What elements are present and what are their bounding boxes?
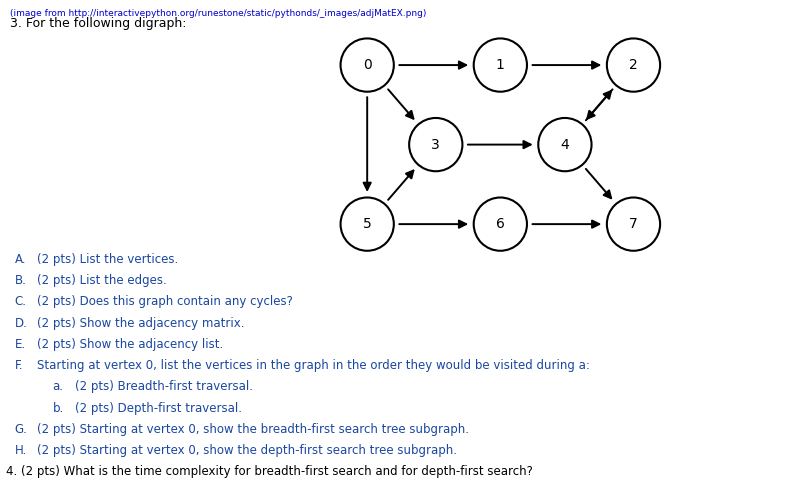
Text: D.: D. (15, 317, 27, 330)
Text: (2 pts) Show the adjacency list.: (2 pts) Show the adjacency list. (37, 338, 224, 351)
Ellipse shape (474, 198, 527, 251)
Ellipse shape (474, 39, 527, 92)
Text: E.: E. (15, 338, 26, 351)
Text: (2 pts) List the edges.: (2 pts) List the edges. (37, 274, 167, 287)
Text: (2 pts) List the vertices.: (2 pts) List the vertices. (37, 253, 178, 266)
Text: G.: G. (15, 423, 27, 436)
Text: b.: b. (52, 402, 64, 415)
Text: (2 pts) Depth-first traversal.: (2 pts) Depth-first traversal. (75, 402, 242, 415)
Text: (2 pts) Show the adjacency matrix.: (2 pts) Show the adjacency matrix. (37, 317, 245, 330)
Ellipse shape (538, 118, 592, 171)
Text: (2 pts) Does this graph contain any cycles?: (2 pts) Does this graph contain any cycl… (37, 295, 293, 308)
Ellipse shape (341, 39, 394, 92)
Text: 0: 0 (363, 58, 371, 72)
Text: B.: B. (15, 274, 27, 287)
Text: 5: 5 (363, 217, 371, 231)
Text: 1: 1 (496, 58, 504, 72)
Ellipse shape (341, 198, 394, 251)
Text: 3: 3 (432, 137, 440, 152)
Text: (2 pts) Starting at vertex 0, show the breadth-first search tree subgraph.: (2 pts) Starting at vertex 0, show the b… (37, 423, 469, 436)
Text: 4: 4 (561, 137, 569, 152)
Text: 7: 7 (629, 217, 638, 231)
Text: 4. (2 pts) What is the time complexity for breadth-first search and for depth-fi: 4. (2 pts) What is the time complexity f… (6, 465, 533, 478)
Text: (2 pts) Starting at vertex 0, show the depth-first search tree subgraph.: (2 pts) Starting at vertex 0, show the d… (37, 444, 457, 457)
Text: 3. For the following digraph:: 3. For the following digraph: (10, 17, 186, 30)
Ellipse shape (607, 198, 660, 251)
Text: 6: 6 (496, 217, 504, 231)
Text: a.: a. (52, 380, 64, 393)
Text: Starting at vertex 0, list the vertices in the graph in the order they would be : Starting at vertex 0, list the vertices … (37, 359, 590, 372)
Text: (image from http://interactivepython.org/runestone/static/pythonds/_images/adjMa: (image from http://interactivepython.org… (10, 9, 426, 18)
Ellipse shape (607, 39, 660, 92)
Text: (2 pts) Breadth-first traversal.: (2 pts) Breadth-first traversal. (75, 380, 253, 393)
Ellipse shape (409, 118, 462, 171)
Text: 2: 2 (629, 58, 638, 72)
Text: C.: C. (15, 295, 27, 308)
Text: A.: A. (15, 253, 26, 266)
Text: H.: H. (15, 444, 27, 457)
Text: F.: F. (15, 359, 23, 372)
